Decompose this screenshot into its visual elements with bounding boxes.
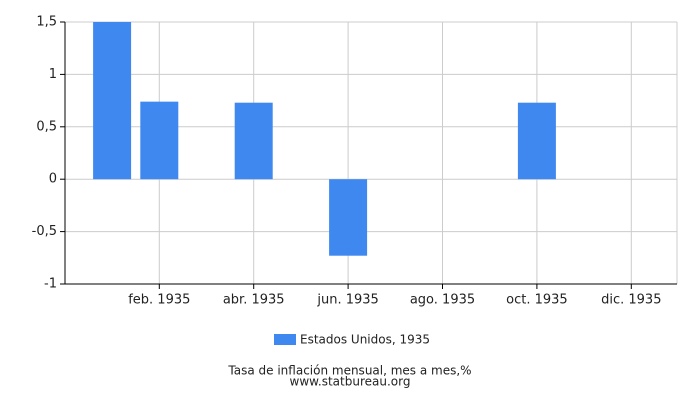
bar <box>234 102 273 180</box>
bar <box>329 179 368 256</box>
legend-label: Estados Unidos, 1935 <box>300 333 430 347</box>
x-tick-label: jun. 1935 <box>316 293 378 308</box>
bar <box>517 102 556 180</box>
bar <box>93 22 132 180</box>
x-tick-label: abr. 1935 <box>223 293 285 308</box>
y-tick-label: 1,5 <box>36 15 57 30</box>
x-tick-label: oct. 1935 <box>506 293 568 308</box>
y-tick-label: 0,5 <box>36 119 57 134</box>
y-tick-label: -1 <box>44 277 57 292</box>
x-tick-label: feb. 1935 <box>128 293 190 308</box>
y-tick-label: 0 <box>49 172 57 187</box>
source: www.statbureau.org <box>290 375 411 389</box>
y-tick-label: 1 <box>49 67 57 82</box>
bar <box>140 101 179 180</box>
x-tick-label: ago. 1935 <box>410 293 475 308</box>
caption: Tasa de inflación mensual, mes a mes,% <box>227 364 471 378</box>
y-tick-label: -0,5 <box>32 224 57 239</box>
x-tick-label: dic. 1935 <box>601 293 661 308</box>
legend-swatch <box>274 334 296 345</box>
